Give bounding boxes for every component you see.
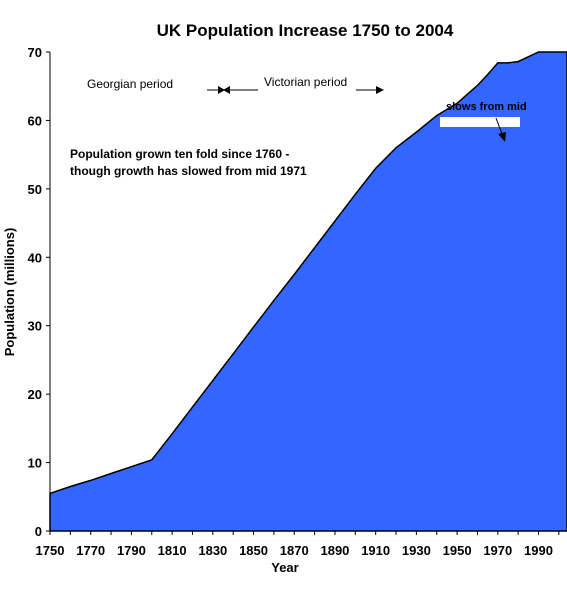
y-tick-label: 70 [28, 45, 42, 60]
x-tick-label: 1910 [361, 543, 390, 558]
y-tick-label: 50 [28, 182, 42, 197]
victorian-period-label: Victorian period [264, 75, 347, 89]
note-line2: though growth has slowed from mid 1971 [70, 164, 307, 178]
note-line1: Population grown ten fold since 1760 - [70, 147, 289, 161]
slows-annotation-line1: slows from mid [446, 101, 527, 113]
georgian-period-label: Georgian period [87, 77, 173, 91]
georgian-arrow [207, 86, 225, 94]
x-axis-label: Year [271, 560, 298, 575]
x-tick-label: 1970 [483, 543, 512, 558]
x-tick-label: 1750 [36, 543, 65, 558]
x-tick-label: 1930 [402, 543, 431, 558]
y-tick-label: 60 [28, 113, 42, 128]
y-tick-label: 40 [28, 250, 42, 265]
slows-annotation-mask [440, 117, 520, 127]
y-tick-label: 20 [28, 387, 42, 402]
x-tick-label: 1770 [76, 543, 105, 558]
x-tick-label: 1830 [198, 543, 227, 558]
y-tick-label: 30 [28, 319, 42, 334]
x-tick-label: 1790 [117, 543, 146, 558]
population-area [49, 51, 567, 532]
victorian-end-arrow [356, 86, 384, 94]
x-tick-label: 1850 [239, 543, 268, 558]
x-tick-label: 1950 [443, 543, 472, 558]
plot-area [49, 51, 567, 532]
x-tick-label: 1990 [524, 543, 553, 558]
x-tick-label: 1810 [158, 543, 187, 558]
victorian-start-arrow [223, 86, 258, 94]
y-tick-label: 10 [28, 456, 42, 471]
y-ticks: 0 10 20 30 40 50 60 70 [28, 45, 50, 539]
slows-arrow [495, 117, 506, 142]
x-ticks: 1750 1770 1790 1810 1830 1850 1870 1890 1910 1930… [36, 531, 560, 558]
chart-title: UK Population Increase 1750 to 2004 [157, 21, 454, 40]
x-tick-label: 1890 [320, 543, 349, 558]
x-tick-label: 1870 [280, 543, 309, 558]
y-axis-label: Population (millions) [2, 228, 17, 357]
y-tick-label: 0 [35, 524, 42, 539]
